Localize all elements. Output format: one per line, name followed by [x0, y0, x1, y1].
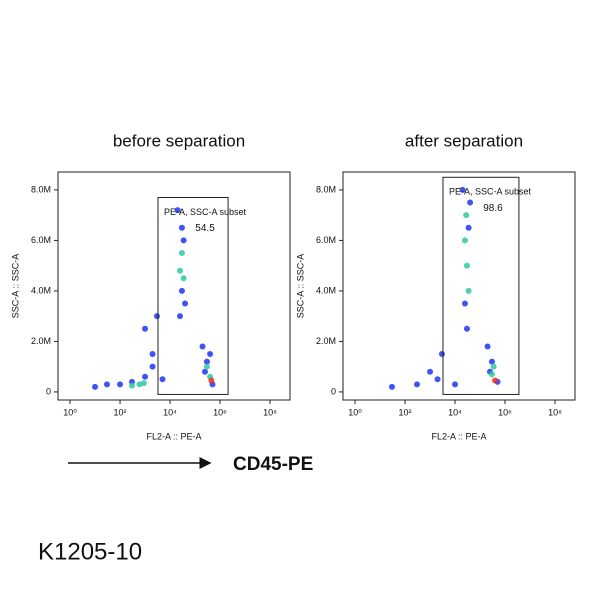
y-tick-label: 6.0M: [316, 235, 336, 245]
event-dot: [463, 325, 470, 332]
event-dot: [208, 377, 215, 384]
event-dot: [117, 381, 124, 388]
gate-percent: 54.5: [195, 223, 215, 234]
x-axis-label: FL2-A :: PE-A: [146, 431, 201, 441]
x-tick-label: 10⁰: [63, 407, 77, 417]
x-tick-label: 10⁶: [498, 407, 512, 417]
event-dot: [467, 199, 474, 206]
event-dot: [438, 351, 445, 358]
y-axis-label: SSC-A :: SSC-A: [10, 254, 20, 319]
event-dot: [182, 300, 189, 307]
y-tick-label: 2.0M: [31, 336, 51, 346]
event-dot: [178, 287, 185, 294]
event-dot: [203, 358, 210, 365]
x-tick-label: 10⁴: [448, 407, 462, 417]
event-dot: [388, 383, 395, 390]
event-dot: [492, 377, 499, 384]
y-tick-label: 4.0M: [31, 285, 51, 295]
x-tick-label: 10⁰: [348, 407, 362, 417]
event-dot: [92, 383, 99, 390]
arrow-label: CD45-PE: [233, 454, 313, 475]
chart-title: after separation: [405, 131, 523, 150]
chart-title: before separation: [113, 131, 245, 150]
y-tick-label: 0: [46, 386, 51, 396]
event-dot: [484, 343, 491, 350]
event-dot: [461, 300, 468, 307]
gate: [442, 176, 520, 395]
event-dot: [201, 368, 208, 375]
gate-percent: 98.6: [483, 203, 503, 214]
event-dot: [140, 380, 147, 387]
gate-label: PE-A, SSC-A subset: [164, 207, 247, 217]
gate: [157, 197, 229, 395]
event-dot: [142, 325, 149, 332]
y-tick-label: 8.0M: [316, 184, 336, 194]
event-dot: [149, 351, 156, 358]
event-dot: [199, 343, 206, 350]
event-dot: [203, 363, 210, 370]
event-dot: [153, 313, 160, 320]
event-dot: [178, 250, 185, 257]
event-dot: [459, 186, 466, 193]
y-tick-label: 6.0M: [31, 235, 51, 245]
event-dot: [128, 382, 135, 389]
event-dot: [490, 363, 497, 370]
event-dot: [413, 381, 420, 388]
event-dot: [463, 212, 470, 219]
x-tick-label: 10⁸: [263, 407, 277, 417]
event-dot: [427, 368, 434, 375]
event-dot: [463, 262, 470, 269]
event-dot: [488, 358, 495, 365]
plot-frame: [342, 171, 576, 401]
event-dot: [174, 207, 181, 214]
event-dot: [159, 376, 166, 383]
event-dot: [178, 224, 185, 231]
y-tick-label: 4.0M: [316, 285, 336, 295]
event-dot: [207, 351, 214, 358]
x-tick-label: 10⁶: [213, 407, 227, 417]
event-dot: [452, 381, 459, 388]
event-dot: [149, 363, 156, 370]
event-dot: [465, 224, 472, 231]
x-tick-label: 10²: [399, 407, 412, 417]
y-tick-label: 8.0M: [31, 184, 51, 194]
event-dot: [176, 313, 183, 320]
event-dot: [488, 371, 495, 378]
event-dot: [434, 376, 441, 383]
x-tick-label: 10²: [114, 407, 127, 417]
plot-frame: [57, 171, 291, 401]
gate-label: PE-A, SSC-A subset: [449, 187, 532, 197]
event-dot: [461, 237, 468, 244]
caption: K1205-10: [38, 538, 142, 565]
x-tick-label: 10⁸: [548, 407, 562, 417]
event-dot: [465, 287, 472, 294]
y-tick-label: 0: [331, 386, 336, 396]
x-tick-label: 10⁴: [163, 407, 177, 417]
event-dot: [103, 381, 110, 388]
event-dot: [142, 373, 149, 380]
event-dot: [176, 267, 183, 274]
event-dot: [180, 275, 187, 282]
y-tick-label: 2.0M: [316, 336, 336, 346]
x-axis-label: FL2-A :: PE-A: [431, 431, 486, 441]
y-axis-label: SSC-A :: SSC-A: [295, 254, 305, 319]
event-dot: [180, 237, 187, 244]
